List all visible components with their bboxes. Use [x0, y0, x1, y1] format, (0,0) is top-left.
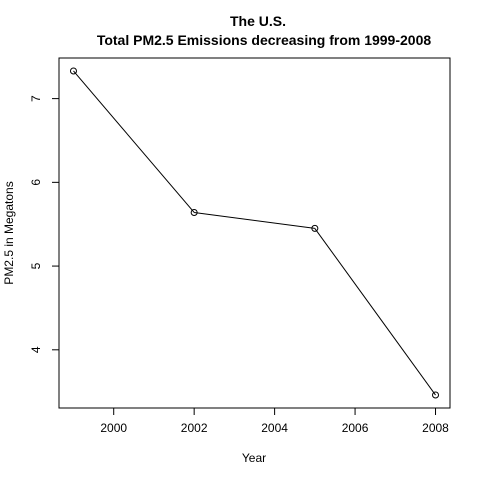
data-point [311, 224, 319, 232]
x-axis-label: Year [242, 451, 266, 465]
x-axis: 2000 2002 2004 2006 2008 [100, 407, 449, 435]
series-line-segment [194, 211, 315, 229]
chart-title-line1: The U.S. [230, 13, 286, 29]
y-axis-label: PM2.5 in Megatons [2, 181, 16, 284]
data-point [190, 208, 198, 216]
x-tick-label: 2002 [181, 421, 208, 435]
y-tick-label: 4 [29, 346, 43, 353]
series-line-segment [73, 70, 195, 213]
data-point [69, 67, 77, 75]
series-emissions [69, 67, 440, 399]
y-axis: 4 5 6 7 [29, 95, 60, 353]
y-tick-label: 7 [29, 95, 43, 102]
series-line-segment [314, 228, 436, 396]
y-tick-label: 6 [29, 179, 43, 186]
x-tick-label: 2000 [100, 421, 127, 435]
y-tick-label: 5 [29, 262, 43, 269]
x-tick-label: 2006 [342, 421, 369, 435]
x-tick-label: 2004 [261, 421, 288, 435]
plot-frame [58, 57, 451, 409]
chart-title-line2: Total PM2.5 Emissions decreasing from 19… [97, 32, 432, 48]
x-tick-label: 2008 [422, 421, 449, 435]
data-point [432, 391, 440, 399]
